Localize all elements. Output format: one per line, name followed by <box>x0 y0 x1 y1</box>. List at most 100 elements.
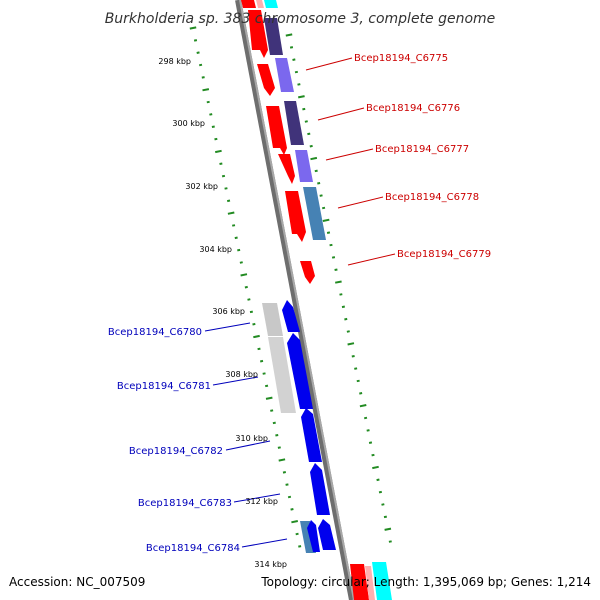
tick-mark <box>290 508 294 511</box>
tick-mark <box>209 113 213 116</box>
gene-C6777-forward[interactable] <box>278 154 295 184</box>
leader-C6784 <box>241 538 288 548</box>
tick-label: 312 kbp <box>245 497 278 506</box>
gene-C6775-purple[interactable] <box>264 18 283 55</box>
tick-mark <box>292 58 296 61</box>
tick-mark <box>262 372 266 375</box>
gene-C6782-reverse[interactable] <box>301 408 322 462</box>
gene-C6780-gray[interactable] <box>262 303 283 336</box>
gene-label-C6782[interactable]: Bcep18194_C6782 <box>129 446 223 457</box>
gene-C6775-red-2[interactable] <box>257 64 275 96</box>
tick-label: 314 kbp <box>254 560 287 569</box>
feature-top-pink[interactable] <box>256 0 264 8</box>
tick-mark <box>339 293 343 296</box>
gene-label-C6784[interactable]: Bcep18194_C6784 <box>146 543 240 554</box>
gene-label-C6776[interactable]: Bcep18194_C6776 <box>366 103 460 114</box>
tick-mark <box>285 483 289 486</box>
tick-mark <box>314 169 318 173</box>
tick-mark <box>239 261 243 264</box>
tick-mark <box>376 478 380 482</box>
tick-mark <box>295 532 299 536</box>
tick-mark <box>381 503 385 506</box>
gene-C6778-forward[interactable] <box>285 191 306 242</box>
tick-label: 300 kbp <box>172 119 205 128</box>
gene-C6778-steelblue[interactable] <box>303 187 326 240</box>
genome-info-text: Topology: circular; Length: 1,395,069 bp… <box>261 575 591 589</box>
tick-mark <box>196 51 200 54</box>
gene-label-C6780[interactable]: Bcep18194_C6780 <box>108 327 202 338</box>
tick-mark <box>215 149 222 154</box>
leader-C6778 <box>337 196 384 209</box>
tick-mark <box>219 162 223 165</box>
gene-C6781-reverse[interactable] <box>287 333 313 409</box>
gene-label-C6783[interactable]: Bcep18194_C6783 <box>138 498 232 509</box>
tick-mark <box>259 359 264 363</box>
tick-mark <box>359 404 367 408</box>
tick-mark <box>221 174 226 178</box>
gene-label-C6775[interactable]: Bcep18194_C6775 <box>354 53 448 64</box>
gene-C6779-forward[interactable] <box>300 261 315 284</box>
leader-C6781 <box>212 376 259 386</box>
gene-label-C6778[interactable]: Bcep18194_C6778 <box>385 192 479 203</box>
gene-C6784-reverse-b[interactable] <box>318 519 336 550</box>
tick-label: 306 kbp <box>212 307 245 316</box>
feature-bottom-pink[interactable] <box>365 566 375 600</box>
tick-mark <box>232 224 236 227</box>
feature-top-red[interactable] <box>241 0 256 8</box>
tick-mark <box>193 39 198 42</box>
gene-label-C6781[interactable]: Bcep18194_C6781 <box>117 381 211 392</box>
gene-C6777-violet[interactable] <box>295 150 313 182</box>
tick-mark <box>275 434 279 437</box>
tick-mark <box>297 83 301 86</box>
label-leader-lines <box>204 57 396 548</box>
feature-top-cyan[interactable] <box>264 0 278 8</box>
tick-mark <box>371 453 375 457</box>
tick-mark <box>206 100 210 104</box>
tick-mark <box>265 396 273 400</box>
tick-label: 302 kbp <box>185 182 218 191</box>
tick-dots <box>189 26 392 548</box>
tick-mark <box>252 322 256 326</box>
tick-mark <box>307 132 311 136</box>
tick-mark <box>294 70 298 74</box>
gene-label-C6777[interactable]: Bcep18194_C6777 <box>375 144 469 155</box>
gene-C6784-reverse-a[interactable] <box>307 520 320 552</box>
feature-bottom-cyan[interactable] <box>372 562 392 600</box>
tick-mark <box>291 520 298 524</box>
tick-mark <box>285 33 293 37</box>
gene-label-C6779[interactable]: Bcep18194_C6779 <box>397 249 491 260</box>
gene-C6776-purple[interactable] <box>284 101 304 145</box>
gene-C6776-forward[interactable] <box>266 106 287 155</box>
tick-mark <box>277 446 281 449</box>
tick-mark <box>321 206 326 210</box>
tick-mark <box>388 540 392 543</box>
gene-C6783-reverse[interactable] <box>310 463 330 515</box>
tick-mark <box>247 298 251 301</box>
tick-mark <box>359 392 363 395</box>
tick-mark <box>227 211 235 215</box>
leader-C6780 <box>204 322 251 332</box>
tick-mark <box>363 416 368 420</box>
leader-C6783 <box>233 493 281 503</box>
tick-mark <box>224 187 228 190</box>
tick-mark <box>354 367 358 370</box>
genome-backbone <box>235 0 355 600</box>
tick-mark <box>234 236 238 240</box>
tick-mark <box>282 471 287 474</box>
gene-C6781-gray[interactable] <box>268 337 296 413</box>
tick-mark <box>264 384 269 388</box>
tick-label: 304 kbp <box>199 245 232 254</box>
tick-mark <box>253 334 260 339</box>
tick-mark <box>272 421 276 425</box>
gene-C6775-forward[interactable] <box>248 10 268 58</box>
gene-C6780-reverse[interactable] <box>282 300 300 332</box>
tick-mark <box>372 465 379 470</box>
tick-mark <box>322 218 330 222</box>
feature-bottom-red[interactable] <box>350 564 369 600</box>
tick-mark <box>289 46 294 49</box>
tick-mark <box>309 144 313 148</box>
gene-labels: Bcep18194_C6775 Bcep18194_C6776 Bcep1819… <box>108 53 491 554</box>
gene-C6775-violet[interactable] <box>275 58 294 92</box>
tick-mark <box>298 545 302 548</box>
tick-mark <box>319 194 323 197</box>
